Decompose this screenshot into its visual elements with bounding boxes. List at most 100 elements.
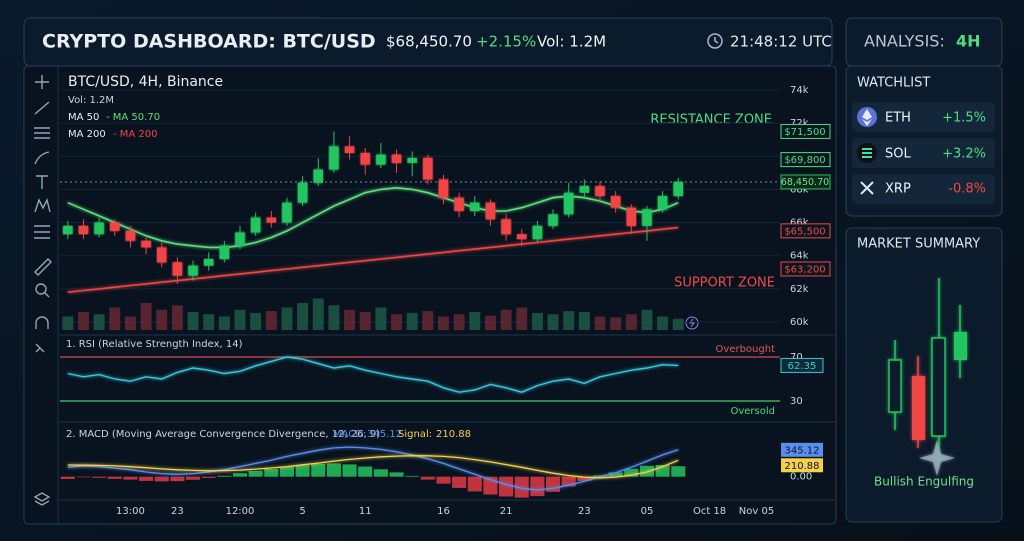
change: +3.2% (942, 147, 986, 162)
watchlist-row[interactable]: ETH +1.5% (852, 102, 995, 132)
volume-bar (516, 307, 528, 330)
candle-body (172, 262, 183, 276)
fib-tool[interactable] (34, 225, 50, 239)
level-tag-label: $65,500 (784, 226, 825, 237)
histogram-bar (170, 476, 185, 482)
x-tick-label: 05 (641, 506, 654, 517)
candle-body (470, 202, 480, 211)
histogram-bar (217, 475, 232, 477)
pattern-illustration (888, 278, 967, 476)
histogram-bar (279, 466, 294, 477)
candle-body (610, 196, 621, 208)
candle-body (564, 192, 574, 215)
candle-body (329, 146, 339, 170)
lock-tool[interactable] (35, 343, 45, 353)
pattern-tool[interactable] (34, 197, 51, 213)
text-tool[interactable] (36, 175, 48, 189)
watchlist-row[interactable]: XRP -0.8% (852, 174, 995, 204)
volume-bar (156, 309, 168, 330)
histogram-bar (76, 476, 91, 478)
candle-body (423, 157, 433, 180)
chart-title: BTC/USD, 4H, Binance (68, 74, 223, 90)
level-tag (780, 152, 831, 168)
change: +1.5% (942, 111, 986, 126)
candle-body (282, 202, 292, 223)
volume-bar (109, 307, 121, 330)
line-tool[interactable] (34, 101, 50, 115)
candle-body (235, 232, 245, 246)
volume-bar (359, 312, 371, 330)
oversold-label: Oversold (730, 406, 775, 417)
layers-tool[interactable] (33, 492, 51, 506)
volume-bar (531, 312, 543, 330)
histogram-bar (639, 465, 654, 477)
alert-icon[interactable] (685, 316, 699, 330)
x-tick-label: 21 (500, 506, 513, 517)
analysis-label: ANALYSIS: (864, 32, 945, 51)
x-tick-label: 12:00 (226, 506, 255, 517)
macd-tag (781, 458, 823, 473)
volume-bar (203, 314, 215, 330)
ruler-tool[interactable] (34, 258, 52, 276)
histogram-bar (530, 476, 545, 497)
ma-line (67, 226, 679, 293)
y-tick-label: 66k (790, 218, 809, 229)
y-tick-label: 62k (790, 284, 809, 295)
candle-body (297, 182, 308, 203)
volume-bar (594, 316, 606, 330)
histogram-bar (389, 472, 404, 477)
candle-body (454, 197, 464, 211)
histogram-bar (655, 465, 670, 477)
volume-bar (391, 314, 402, 330)
histogram-bar (467, 476, 482, 492)
candle-body (438, 179, 449, 198)
volume-bar (422, 311, 434, 330)
summary-panel (845, 227, 1003, 523)
y-tick-label: 64k (790, 251, 809, 262)
x-tick-label: 23 (578, 506, 591, 517)
histogram-bar (342, 464, 357, 477)
y-tick-label: 68k (790, 184, 809, 195)
header-volume: Vol: 1.2M (537, 33, 606, 51)
volume-bar (140, 303, 152, 330)
brush-tool[interactable] (34, 151, 50, 165)
volume-bar (547, 314, 559, 330)
volume-bar (297, 303, 309, 330)
y-tick-label: 0.00 (790, 472, 812, 483)
candle-body (579, 186, 590, 193)
histogram-bar (358, 466, 373, 477)
symbol: ETH (885, 111, 911, 126)
y-tick-label: 74k (790, 85, 809, 96)
candle-body (125, 230, 136, 241)
histogram-bar (295, 465, 310, 477)
candle-body (110, 222, 120, 231)
x-tick-label: 23 (171, 506, 184, 517)
crosshair-tool[interactable] (35, 75, 49, 89)
candle-body (63, 225, 73, 235)
chart-panel (23, 65, 837, 525)
candle-body (391, 154, 402, 163)
volume-bar (250, 312, 262, 330)
candle-body (250, 217, 261, 233)
histogram-bar (671, 466, 686, 477)
rsi-line (67, 356, 679, 393)
header-change: +2.15% (476, 33, 536, 51)
legend-name: MA 200 (68, 129, 106, 140)
hlines-tool[interactable] (34, 127, 50, 139)
candle-body (78, 225, 89, 235)
header-title: CRYPTO DASHBOARD: BTC/USD (42, 31, 376, 53)
pattern-name: Bullish Engulfing (874, 475, 974, 489)
magnet-tool[interactable] (35, 316, 49, 329)
analysis-timeframe: 4H (956, 32, 981, 51)
x-tick-label: Nov 05 (739, 506, 774, 517)
candle-body (517, 234, 527, 240)
candle-body (360, 152, 370, 165)
watchlist-row[interactable]: SOL +3.2% (852, 138, 995, 168)
volume-bar (62, 316, 74, 330)
resistance-label: RESISTANCE ZONE (650, 113, 772, 128)
volume-bar (484, 315, 496, 330)
zoom-tool[interactable] (35, 283, 50, 298)
histogram-bar (107, 476, 122, 479)
row-bg (852, 174, 995, 204)
histogram-bar (608, 472, 623, 477)
